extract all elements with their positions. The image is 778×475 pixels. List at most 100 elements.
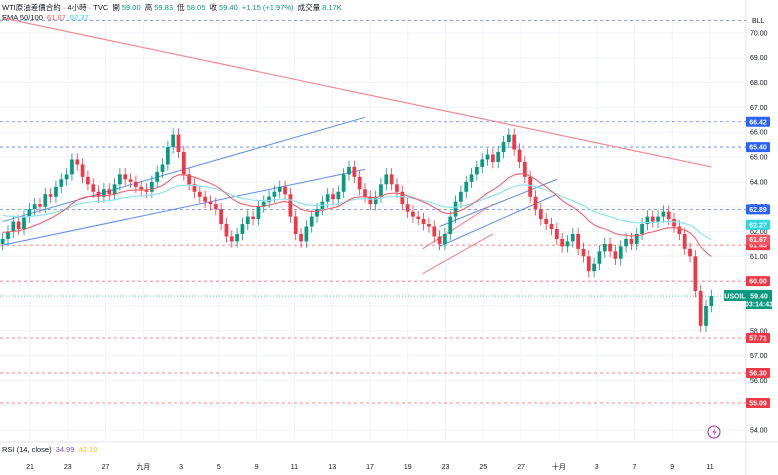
tag-box bbox=[746, 398, 770, 409]
y-tick-label: 66.00 bbox=[750, 130, 768, 137]
candle bbox=[459, 191, 463, 202]
tag-text: 65.40 bbox=[749, 145, 767, 152]
candle bbox=[368, 196, 373, 205]
candle bbox=[288, 194, 293, 217]
candle bbox=[267, 196, 271, 202]
x-tick-label: 7 bbox=[632, 464, 636, 471]
candle bbox=[240, 224, 245, 234]
x-tick-label: 11 bbox=[291, 464, 298, 471]
ema-label: EMA 50/100 bbox=[2, 13, 43, 22]
candle bbox=[27, 209, 32, 217]
downtrend-line bbox=[2, 17, 712, 168]
open-label: 開 bbox=[112, 3, 120, 12]
price-tags: BLL 66.42 65.40 62.89 61.45 60.00 57.71 56.30 55… bbox=[724, 18, 773, 409]
candle bbox=[629, 238, 634, 244]
candle bbox=[570, 233, 575, 242]
candle bbox=[299, 233, 303, 242]
candle bbox=[405, 204, 410, 212]
candle bbox=[149, 181, 154, 192]
candle bbox=[421, 219, 426, 225]
candle bbox=[704, 305, 708, 326]
candle bbox=[102, 189, 106, 197]
price-tag: 62.27 bbox=[746, 219, 770, 230]
level-tag: 57.71 bbox=[746, 332, 770, 343]
candle bbox=[70, 159, 74, 175]
volume-label: 成交量 bbox=[297, 3, 321, 12]
ema-tag-box bbox=[746, 234, 770, 245]
candle bbox=[6, 231, 10, 239]
candle bbox=[373, 196, 378, 205]
candle bbox=[277, 186, 282, 192]
candle bbox=[416, 216, 421, 220]
tag-text: 55.09 bbox=[749, 401, 767, 408]
close-value: 59.40 bbox=[218, 3, 238, 12]
candle bbox=[54, 186, 58, 197]
alert-icon[interactable] bbox=[707, 425, 721, 439]
candle bbox=[661, 211, 666, 217]
tag-text: 57.71 bbox=[749, 335, 767, 342]
candle bbox=[32, 204, 37, 210]
candle bbox=[544, 219, 549, 225]
x-tick-label: 5 bbox=[217, 464, 221, 471]
candle bbox=[576, 233, 580, 249]
candle bbox=[586, 256, 591, 272]
candle bbox=[672, 219, 676, 227]
candle bbox=[256, 206, 261, 220]
candle bbox=[261, 201, 266, 207]
ema50-value: 61.67 bbox=[46, 13, 66, 22]
x-tick-label: 九月 bbox=[136, 462, 150, 471]
candle bbox=[688, 248, 692, 257]
candle bbox=[341, 174, 346, 192]
change-value: +1.15 (+1.97%) bbox=[241, 3, 294, 12]
y-tick-label: 64.00 bbox=[750, 179, 768, 186]
candle bbox=[528, 176, 533, 197]
x-tick-label: 27 bbox=[102, 464, 110, 471]
candle bbox=[506, 134, 511, 143]
candle bbox=[491, 154, 495, 162]
candle bbox=[597, 251, 602, 264]
symbol-label: WTI原油差價合約 · 4小時 · TVC bbox=[2, 3, 109, 12]
candle bbox=[197, 191, 202, 197]
candle bbox=[650, 216, 655, 222]
candle bbox=[693, 256, 698, 292]
tag-text: 60.00 bbox=[749, 279, 767, 286]
candle bbox=[134, 181, 138, 187]
y-tick-label: 65.00 bbox=[750, 155, 768, 162]
level-tag: 55.09 bbox=[746, 398, 770, 409]
candle bbox=[645, 216, 650, 225]
y-tick-label: 56.00 bbox=[750, 378, 768, 385]
candle bbox=[187, 174, 192, 185]
candle bbox=[485, 154, 490, 160]
y-tick-label: 61.00 bbox=[750, 254, 768, 261]
candle bbox=[613, 251, 618, 259]
candle bbox=[357, 176, 362, 190]
x-tick-label: 27 bbox=[517, 464, 525, 471]
level-tag: 65.40 bbox=[746, 142, 770, 153]
candle bbox=[171, 134, 176, 148]
candle bbox=[682, 233, 687, 249]
candle bbox=[22, 216, 26, 229]
candle bbox=[118, 174, 122, 185]
tag-box bbox=[746, 142, 770, 153]
price-tag: 61.67 bbox=[746, 234, 770, 245]
candle bbox=[565, 241, 570, 247]
candle bbox=[464, 181, 469, 192]
x-tick-label: 11 bbox=[706, 464, 713, 471]
candle bbox=[640, 224, 644, 234]
candle bbox=[208, 201, 213, 205]
candle bbox=[549, 224, 554, 229]
x-tick-label: 23 bbox=[64, 464, 72, 471]
candle bbox=[475, 166, 479, 175]
candle bbox=[400, 191, 405, 205]
candle bbox=[315, 209, 319, 217]
time-axis[interactable]: 21 23 27 九月 3 5 9 11 13 17 19 23 25 27 十月 3 7 9 11 bbox=[26, 462, 714, 471]
level-label: BLL bbox=[752, 18, 765, 25]
candle bbox=[347, 166, 351, 175]
candle bbox=[517, 149, 522, 162]
candle bbox=[96, 191, 101, 197]
candle bbox=[624, 238, 628, 247]
x-tick-label: 9 bbox=[255, 464, 259, 471]
candle bbox=[709, 296, 714, 306]
candle bbox=[533, 196, 538, 210]
